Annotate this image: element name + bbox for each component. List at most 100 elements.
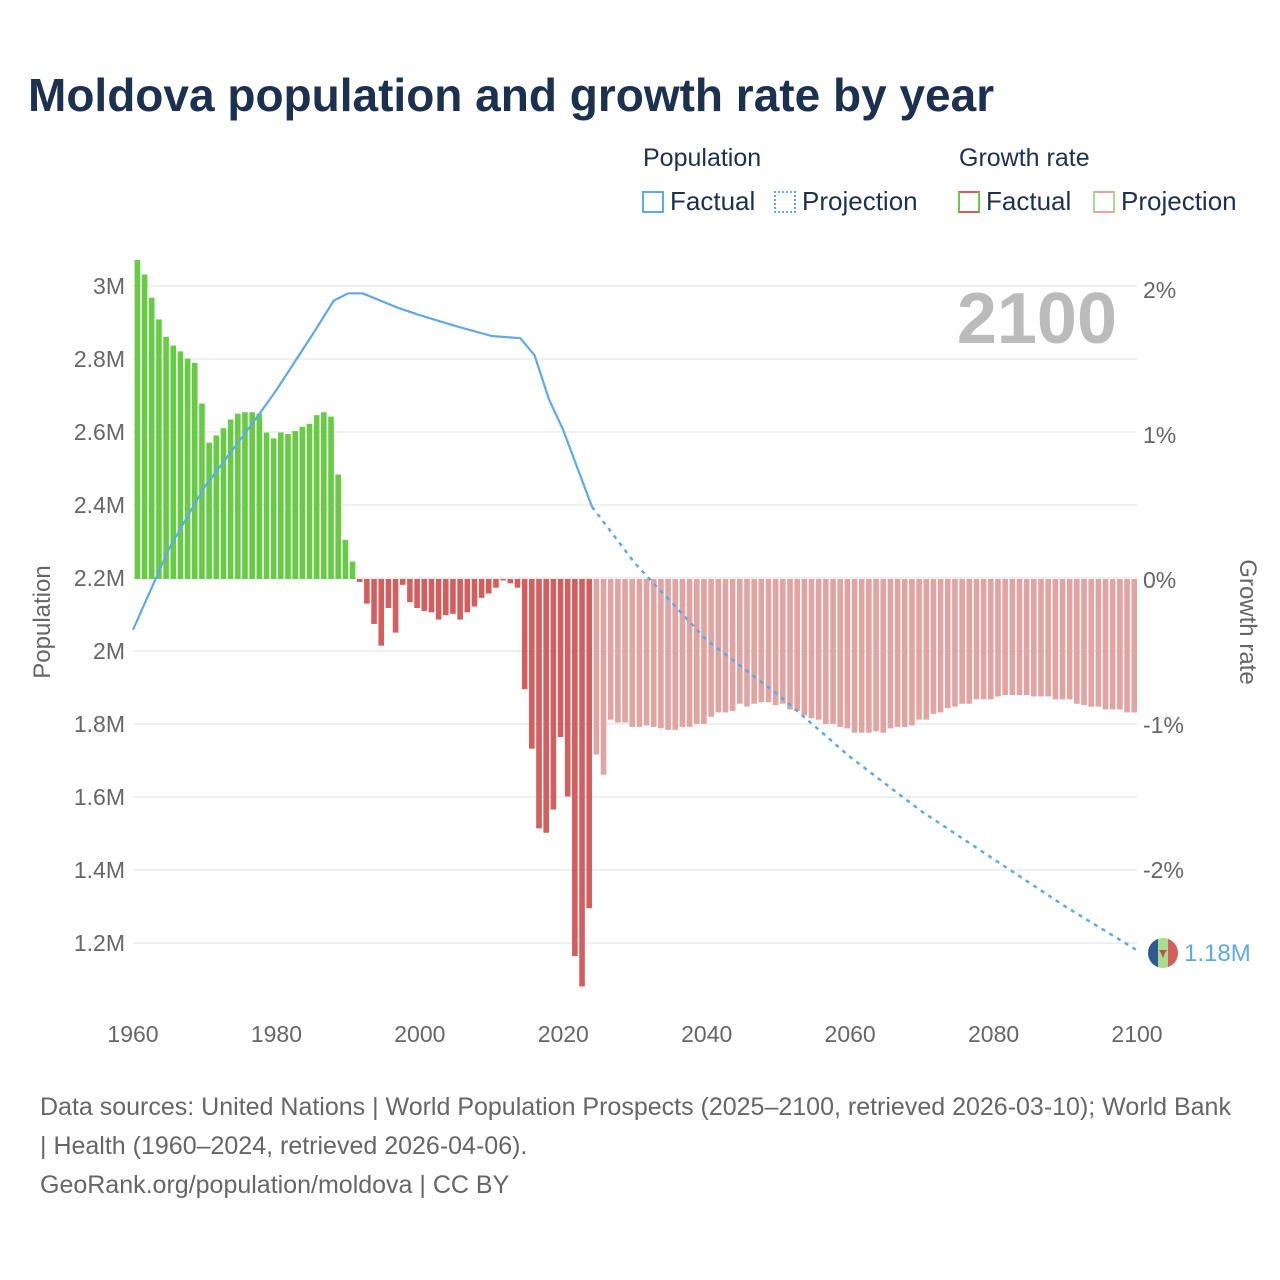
- growth-bar-factual: [564, 579, 571, 797]
- growth-bar-projection: [1038, 579, 1044, 697]
- growth-bar-projection: [658, 579, 664, 729]
- growth-bar-factual: [464, 579, 471, 613]
- growth-bar-factual: [428, 579, 435, 613]
- growth-bar-factual: [385, 579, 392, 608]
- growth-bar-factual: [278, 432, 284, 579]
- left-tick-label: 1.6M: [74, 784, 125, 810]
- growth-bar-projection: [701, 579, 707, 724]
- current-year-label: 2100: [957, 279, 1117, 359]
- end-value-label: 1.18M: [1184, 940, 1251, 967]
- growth-bar-factual: [435, 579, 442, 620]
- growth-bar-projection: [607, 579, 614, 720]
- growth-bar-factual: [313, 415, 320, 579]
- growth-bar-factual: [206, 442, 212, 579]
- growth-bar-projection: [851, 579, 858, 733]
- growth-bar-projection: [1059, 579, 1066, 700]
- chart-plot: 3M 2.8M 2.6M 2.4M 2.2M 2M 1.8M 1.6M 1.4M 1.2M 2% 1%…: [29, 260, 1261, 1047]
- growth-bar-projection: [930, 579, 937, 714]
- growth-bar-projection: [887, 579, 894, 729]
- moldova-flag-marker: [1148, 938, 1178, 968]
- growth-bar-projection: [622, 579, 628, 723]
- population-line-projection: [591, 506, 1138, 952]
- growth-bar-projection: [909, 579, 915, 726]
- right-tick-label: 0%: [1143, 567, 1176, 593]
- growth-bar-factual: [486, 579, 492, 594]
- growth-bar-projection: [787, 579, 793, 710]
- legend-swatch-icon: [1093, 190, 1115, 213]
- left-axis-title: Population: [29, 565, 56, 678]
- legend-growth-heading: Growth rate: [959, 144, 1090, 172]
- legend-pop-projection[interactable]: Projection: [774, 186, 918, 217]
- growth-bar-factual: [521, 579, 528, 690]
- growth-bar-projection: [722, 579, 729, 713]
- growth-bar-factual: [342, 539, 349, 579]
- growth-bar-factual: [371, 579, 377, 624]
- growth-bar-projection: [780, 579, 786, 704]
- x-tick-label: 2020: [538, 1021, 589, 1047]
- growth-bar-projection: [844, 579, 851, 729]
- legend-swatch-icon: [958, 190, 980, 213]
- right-tick-label: -1%: [1143, 712, 1184, 738]
- growth-bar-factual: [471, 579, 478, 607]
- growth-bar-projection: [751, 579, 757, 704]
- legend-label: Factual: [670, 186, 756, 216]
- growth-bar-projection: [923, 579, 930, 720]
- x-tick-label: 2000: [394, 1021, 445, 1047]
- growth-bar-factual: [378, 579, 385, 646]
- credit-link[interactable]: GeoRank.org/population/moldova | CC BY: [40, 1171, 510, 1199]
- growth-bar-projection: [808, 579, 815, 719]
- growth-bar-projection: [772, 579, 779, 706]
- left-tick-label: 2.2M: [74, 565, 125, 591]
- x-tick-label: 2060: [825, 1021, 876, 1047]
- growth-bar-factual: [156, 319, 162, 579]
- growth-bar-factual: [550, 579, 557, 810]
- legend-growth-factual[interactable]: Factual: [958, 186, 1071, 217]
- growth-bar-projection: [973, 579, 980, 700]
- growth-bar-projection: [1031, 579, 1037, 697]
- growth-bar-projection: [593, 579, 600, 755]
- x-tick-label: 1980: [251, 1021, 302, 1047]
- growth-bar-projection: [794, 579, 800, 711]
- growth-bar-factual: [306, 423, 313, 579]
- legend-pop-factual[interactable]: Factual: [642, 186, 755, 217]
- growth-bar-factual: [493, 579, 499, 588]
- left-tick-label: 1.4M: [74, 857, 125, 883]
- growth-bar-factual: [392, 579, 399, 633]
- left-tick-label: 1.8M: [74, 711, 125, 737]
- legend-label: Projection: [802, 186, 918, 216]
- growth-bar-projection: [858, 579, 865, 733]
- data-sources: Data sources: United Nations | World Pop…: [40, 1093, 1231, 1160]
- growth-bar-projection: [1102, 579, 1109, 710]
- growth-bar-projection: [1016, 579, 1023, 695]
- growth-bar-projection: [1023, 579, 1030, 695]
- growth-bar-projection: [966, 579, 973, 704]
- growth-bar-factual: [579, 579, 585, 987]
- legend-population-heading: Population: [643, 144, 762, 172]
- growth-bar-projection: [744, 579, 750, 707]
- legend-growth-projection[interactable]: Projection: [1093, 186, 1237, 217]
- growth-bar-projection: [650, 579, 657, 727]
- growth-bar-projection: [629, 579, 636, 727]
- growth-bar-factual: [399, 579, 406, 585]
- growth-bar-factual: [134, 260, 141, 579]
- growth-bar-projection: [729, 579, 736, 711]
- growth-bar-projection: [1066, 579, 1073, 700]
- growth-bar-factual: [421, 579, 428, 611]
- growth-bar-projection: [615, 579, 621, 723]
- footer: Data sources: United Nations | World Pop…: [40, 1088, 1240, 1205]
- growth-bar-projection: [600, 579, 607, 775]
- growth-bar-factual: [586, 579, 592, 909]
- growth-bar-factual: [478, 579, 485, 598]
- growth-bar-projection: [708, 579, 714, 717]
- growth-bar-projection: [1081, 579, 1087, 706]
- growth-bar-factual: [263, 432, 270, 579]
- growth-bar-projection: [715, 579, 722, 713]
- growth-bar-factual: [163, 336, 169, 579]
- growth-bar-projection: [1109, 579, 1116, 710]
- growth-bar-projection: [880, 579, 887, 733]
- growth-bar-projection: [873, 579, 879, 732]
- growth-bar-projection: [1045, 579, 1051, 697]
- growth-bar-projection: [665, 579, 671, 730]
- growth-bar-projection: [1074, 579, 1080, 704]
- growth-bar-factual: [177, 351, 184, 579]
